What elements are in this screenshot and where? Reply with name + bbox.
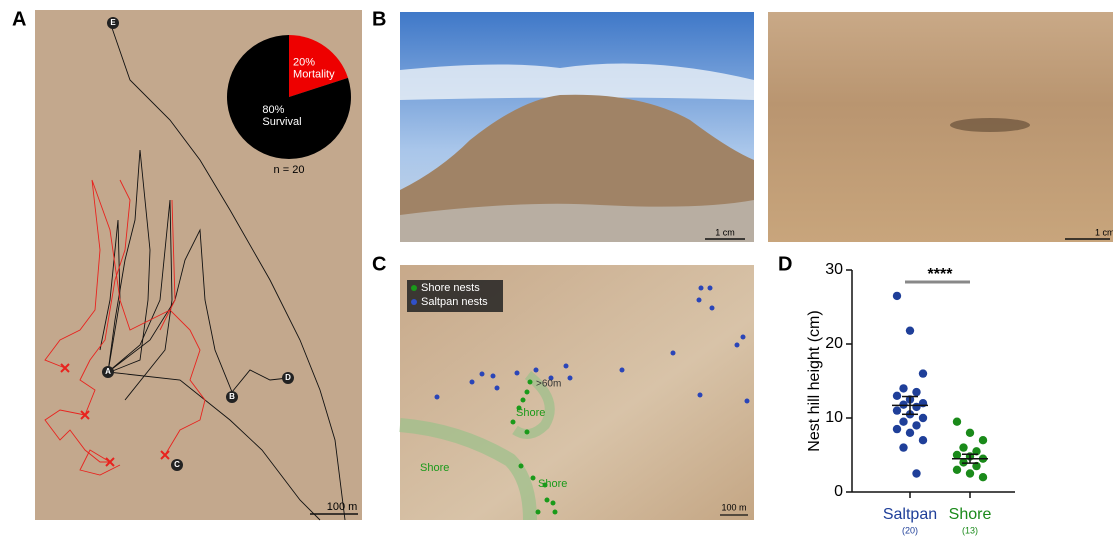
annotation: Shore (516, 407, 545, 419)
y-tick-label: 0 (834, 483, 843, 500)
scale-label: 100 m (721, 502, 746, 512)
data-point (918, 436, 928, 445)
scale-label: 1 cm (1095, 227, 1113, 237)
legend-label: Saltpan nests (421, 296, 488, 308)
data-point (905, 428, 915, 437)
data-point (912, 421, 921, 430)
photo-entrance (768, 12, 1113, 242)
annotation: Shore (420, 462, 449, 474)
group-size: (20) (902, 525, 918, 535)
data-point (892, 391, 902, 400)
panel-c: Shore nests Saltpan nests >60m Shore Sho… (399, 265, 754, 521)
data-point (912, 402, 921, 412)
annotation: >60m (536, 379, 561, 390)
panel-a: E A B C D n = 20 100 m 20%Mortality 80%Su… (35, 10, 362, 521)
data-point (978, 436, 988, 445)
data-point (952, 417, 962, 426)
y-tick-label: 30 (825, 261, 843, 278)
marker-label: C (174, 460, 180, 469)
data-point (972, 447, 981, 456)
slice-value: 20% (293, 56, 315, 68)
legend-label: Shore nests (421, 282, 480, 294)
y-axis-label: Nest hill height (cm) (806, 310, 823, 451)
data-point (905, 326, 915, 335)
panel-label: A (12, 8, 26, 30)
data-point (899, 443, 908, 452)
panel-b: 1 cm 1 cm (400, 12, 1113, 242)
annotation: Shore (538, 478, 567, 490)
data-point (959, 443, 968, 452)
data-point (952, 450, 962, 460)
data-point (892, 424, 902, 434)
x-tick-label: Saltpan (883, 506, 937, 523)
marker-label: A (105, 367, 111, 376)
marker-label: B (229, 392, 235, 401)
data-point (899, 417, 908, 426)
strip-chart: 0 10 20 30 Nest hill height (cm) Saltpan (20) S… (806, 261, 1015, 535)
legend-box (407, 280, 503, 312)
data-point (952, 465, 962, 474)
data-point (965, 428, 975, 437)
data-point (972, 461, 981, 471)
data-point (918, 413, 928, 423)
x-tick-label: Shore (949, 506, 992, 523)
significance-label: **** (928, 266, 954, 283)
y-tick-label: 10 (825, 409, 843, 426)
saltpan-nests (434, 285, 750, 404)
slice-value: 80% (262, 104, 284, 116)
pie-slice (289, 35, 348, 97)
data-point (912, 387, 921, 397)
data-point (978, 473, 988, 482)
data-point (892, 406, 902, 415)
shore-nests (510, 379, 558, 515)
pie-slice (226, 35, 351, 159)
track-markers: E A B C D (102, 17, 294, 471)
sample-size: n = 20 (274, 164, 305, 176)
scale-label: 100 m (327, 501, 358, 513)
scale-label: 1 cm (715, 227, 735, 237)
data-point (899, 384, 908, 393)
data-point (912, 469, 921, 478)
mortality-crosses (60, 363, 170, 467)
slice-label: Survival (262, 116, 301, 128)
marker-label: E (110, 18, 116, 27)
y-tick-label: 20 (825, 335, 843, 352)
group-size: (13) (962, 525, 978, 535)
panel-label: D (778, 253, 792, 275)
black-tracks (99, 27, 346, 521)
panel-label: C (372, 253, 386, 275)
data-point (918, 369, 928, 378)
data-point (965, 469, 975, 478)
panel-label: B (372, 8, 386, 30)
slice-label: Mortality (293, 68, 335, 80)
red-tracks (44, 179, 206, 476)
pie-chart: 20%Mortality 80%Survival (226, 35, 351, 159)
marker-label: D (285, 373, 291, 382)
data-point (892, 291, 902, 301)
